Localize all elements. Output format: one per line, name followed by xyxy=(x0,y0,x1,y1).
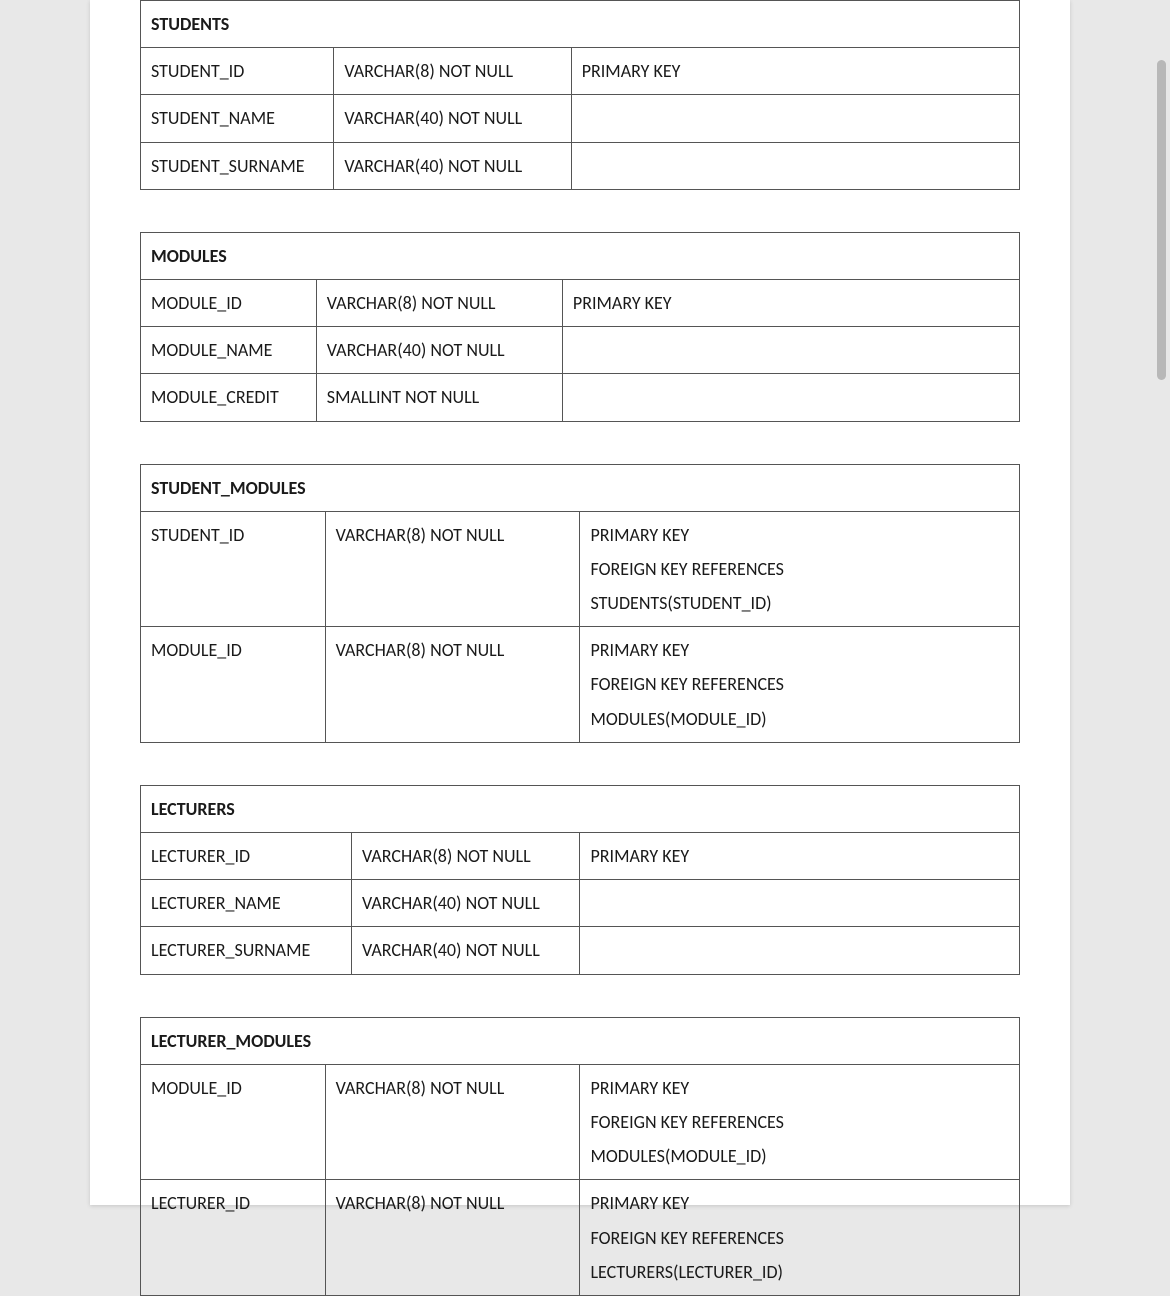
column-name-cell: MODULE_ID xyxy=(141,279,317,326)
column-name-cell: LECTURER_SURNAME xyxy=(141,927,352,974)
column-type-cell: VARCHAR(8) NOT NULL xyxy=(334,48,571,95)
column-type-cell: VARCHAR(8) NOT NULL xyxy=(325,511,580,627)
schema-table-modules: MODULESMODULE_IDVARCHAR(8) NOT NULL PRIMA… xyxy=(140,232,1020,422)
column-name-cell: STUDENT_ID xyxy=(141,48,334,95)
table-title: STUDENTS xyxy=(141,1,1020,48)
column-type-cell: SMALLINT NOT NULL xyxy=(316,374,562,421)
constraint-line: MODULES(MODULE_ID) xyxy=(590,702,1009,736)
column-type-cell: VARCHAR(8) NOT NULL xyxy=(325,627,580,743)
column-constraints-cell xyxy=(580,927,1020,974)
constraint-line: STUDENTS(STUDENT_ID) xyxy=(590,586,1009,620)
column-constraints-cell xyxy=(580,880,1020,927)
table-row: LECTURER_SURNAMEVARCHAR(40) NOT NULL xyxy=(141,927,1020,974)
column-name-cell: STUDENT_ID xyxy=(141,511,326,627)
constraint-line: PRIMARY KEY xyxy=(590,633,1009,667)
column-constraints-cell xyxy=(562,374,1019,421)
table-row: LECTURER_IDVARCHAR(8) NOT NULLPRIMARY KE… xyxy=(141,1180,1020,1296)
constraint-line: FOREIGN KEY REFERENCES xyxy=(590,1105,1009,1139)
column-name-cell: STUDENT_SURNAME xyxy=(141,142,334,189)
column-name-cell: MODULE_NAME xyxy=(141,327,317,374)
column-name-cell: MODULE_ID xyxy=(141,1064,326,1180)
constraint-line: PRIMARY KEY xyxy=(590,1186,1009,1220)
table-row: MODULE_NAMEVARCHAR(40) NOT NULL xyxy=(141,327,1020,374)
column-type-cell: VARCHAR(40) NOT NULL xyxy=(334,142,571,189)
table-row: LECTURER_IDVARCHAR(8) NOT NULL PRIMARY KE… xyxy=(141,833,1020,880)
column-constraints-cell: PRIMARY KEYFOREIGN KEY REFERENCESSTUDENT… xyxy=(580,511,1020,627)
table-row: LECTURER_NAMEVARCHAR(40) NOT NULL xyxy=(141,880,1020,927)
constraint-line: FOREIGN KEY REFERENCES xyxy=(590,667,1009,701)
column-constraints-cell: PRIMARY KEYFOREIGN KEY REFERENCESMODULES… xyxy=(580,627,1020,743)
table-title: LECTURERS xyxy=(141,785,1020,832)
table-title: MODULES xyxy=(141,232,1020,279)
column-constraints-cell xyxy=(571,95,1019,142)
constraint-line: PRIMARY KEY xyxy=(590,518,1009,552)
table-row: MODULE_IDVARCHAR(8) NOT NULLPRIMARY KEYF… xyxy=(141,1064,1020,1180)
constraint-line: FOREIGN KEY REFERENCES xyxy=(590,1221,1009,1255)
column-type-cell: VARCHAR(40) NOT NULL xyxy=(334,95,571,142)
column-constraints-cell: PRIMARY KEY xyxy=(580,833,1020,880)
schema-table-lecturer_modules: LECTURER_MODULESMODULE_IDVARCHAR(8) NOT … xyxy=(140,1017,1020,1296)
column-constraints-cell: PRIMARY KEY xyxy=(562,279,1019,326)
constraint-line: PRIMARY KEY xyxy=(582,54,1009,88)
constraint-line: FOREIGN KEY REFERENCES xyxy=(590,552,1009,586)
table-row: STUDENT_IDVARCHAR(8) NOT NULLPRIMARY KEY… xyxy=(141,511,1020,627)
column-type-cell: VARCHAR(40) NOT NULL xyxy=(351,880,580,927)
column-constraints-cell: PRIMARY KEY xyxy=(571,48,1019,95)
scrollbar-thumb[interactable] xyxy=(1157,60,1166,380)
column-name-cell: MODULE_CREDIT xyxy=(141,374,317,421)
table-title: STUDENT_MODULES xyxy=(141,464,1020,511)
column-name-cell: MODULE_ID xyxy=(141,627,326,743)
constraint-line: PRIMARY KEY xyxy=(590,1071,1009,1105)
document-page: STUDENTSSTUDENT_IDVARCHAR(8) NOT NULLPRI… xyxy=(90,0,1070,1205)
column-name-cell: LECTURER_NAME xyxy=(141,880,352,927)
table-row: MODULE_IDVARCHAR(8) NOT NULL PRIMARY KEY xyxy=(141,279,1020,326)
constraint-line: LECTURERS(LECTURER_ID) xyxy=(590,1255,1009,1289)
table-row: MODULE_IDVARCHAR(8) NOT NULLPRIMARY KEYF… xyxy=(141,627,1020,743)
schema-table-lecturers: LECTURERSLECTURER_IDVARCHAR(8) NOT NULL P… xyxy=(140,785,1020,975)
table-row: STUDENT_IDVARCHAR(8) NOT NULL PRIMARY KEY xyxy=(141,48,1020,95)
column-type-cell: VARCHAR(40) NOT NULL xyxy=(316,327,562,374)
column-type-cell: VARCHAR(8) NOT NULL xyxy=(316,279,562,326)
column-type-cell: VARCHAR(40) NOT NULL xyxy=(351,927,580,974)
constraint-line: PRIMARY KEY xyxy=(573,286,1009,320)
column-type-cell: VARCHAR(8) NOT NULL xyxy=(325,1064,580,1180)
table-row: MODULE_CREDITSMALLINT NOT NULL xyxy=(141,374,1020,421)
schema-table-student_modules: STUDENT_MODULESSTUDENT_IDVARCHAR(8) NOT … xyxy=(140,464,1020,743)
column-constraints-cell: PRIMARY KEYFOREIGN KEY REFERENCESMODULES… xyxy=(580,1064,1020,1180)
scrollbar-track[interactable] xyxy=(1157,0,1166,1205)
constraint-line: MODULES(MODULE_ID) xyxy=(590,1139,1009,1173)
column-name-cell: LECTURER_ID xyxy=(141,833,352,880)
table-row: STUDENT_NAMEVARCHAR(40) NOT NULL xyxy=(141,95,1020,142)
schema-table-students: STUDENTSSTUDENT_IDVARCHAR(8) NOT NULL PRI… xyxy=(140,0,1020,190)
column-name-cell: LECTURER_ID xyxy=(141,1180,326,1296)
column-type-cell: VARCHAR(8) NOT NULL xyxy=(351,833,580,880)
table-title: LECTURER_MODULES xyxy=(141,1017,1020,1064)
column-constraints-cell: PRIMARY KEYFOREIGN KEY REFERENCESLECTURE… xyxy=(580,1180,1020,1296)
column-type-cell: VARCHAR(8) NOT NULL xyxy=(325,1180,580,1296)
column-constraints-cell xyxy=(571,142,1019,189)
table-row: STUDENT_SURNAMEVARCHAR(40) NOT NULL xyxy=(141,142,1020,189)
column-constraints-cell xyxy=(562,327,1019,374)
constraint-line: PRIMARY KEY xyxy=(590,839,1009,873)
column-name-cell: STUDENT_NAME xyxy=(141,95,334,142)
